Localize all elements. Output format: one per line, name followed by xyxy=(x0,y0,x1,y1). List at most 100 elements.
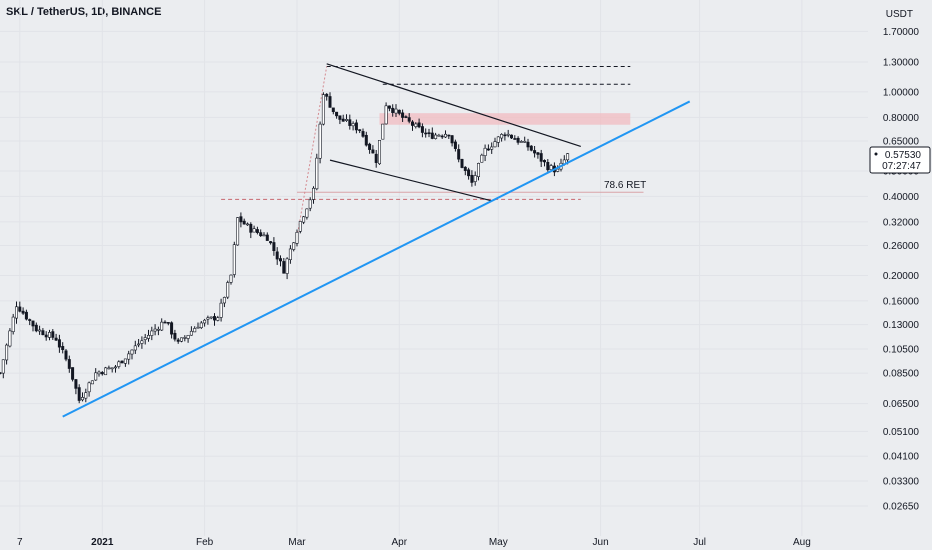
candle-body xyxy=(480,154,484,163)
candle-body xyxy=(143,337,147,340)
ascending-trendline xyxy=(62,100,691,418)
candle-body xyxy=(401,112,405,118)
candle-body xyxy=(453,141,457,149)
y-tick-label: 1.00000 xyxy=(883,87,920,98)
y-tick-label: 1.30000 xyxy=(883,58,920,69)
y-tick-label: 0.80000 xyxy=(883,113,920,124)
candle-body xyxy=(348,119,352,126)
y-tick-label: 0.03300 xyxy=(883,476,920,487)
candle-body xyxy=(5,344,9,361)
candle-body xyxy=(183,337,187,339)
y-tick-label: 0.26000 xyxy=(883,241,920,252)
candle-body xyxy=(84,392,88,399)
y-unit-label: USDT xyxy=(886,9,913,20)
candle-body xyxy=(209,316,213,319)
candle-body xyxy=(371,149,375,154)
candle-body xyxy=(381,123,385,140)
candle-body xyxy=(490,146,494,150)
candle-body xyxy=(397,109,401,114)
countdown-label: 07:27:47 xyxy=(882,161,921,172)
candle-body xyxy=(180,337,184,342)
candle-body xyxy=(338,115,342,120)
candle-body xyxy=(0,372,2,374)
candle-body xyxy=(500,134,504,139)
candle-body xyxy=(556,168,560,172)
candle-body xyxy=(476,163,480,177)
y-tick-label: 0.65000 xyxy=(883,137,920,148)
candle-body xyxy=(34,324,38,332)
candle-body xyxy=(407,117,411,122)
candle-body xyxy=(252,228,256,233)
candle-body xyxy=(216,317,220,321)
candle-body xyxy=(120,360,124,364)
candle-body xyxy=(127,353,131,360)
candle-body xyxy=(71,367,75,380)
candle-body xyxy=(176,339,180,342)
candle-body xyxy=(170,322,174,335)
x-tick-label: 7 xyxy=(17,537,23,548)
candle-body xyxy=(166,322,170,324)
candle-body xyxy=(536,152,540,155)
drawings xyxy=(221,63,644,238)
candle-body xyxy=(77,387,81,401)
candle-body xyxy=(140,340,144,344)
candle-body xyxy=(203,319,207,324)
candle-body xyxy=(467,169,471,177)
candle-body xyxy=(308,199,312,209)
candle-body xyxy=(473,175,477,182)
candle-body xyxy=(97,371,101,375)
candle-body xyxy=(311,187,315,200)
x-axis-band xyxy=(0,536,932,550)
candle-body xyxy=(295,232,299,244)
candle-body xyxy=(219,302,223,318)
candle-body xyxy=(328,96,332,108)
candle-body xyxy=(404,116,408,118)
candle-body xyxy=(259,232,263,237)
x-tick-label: May xyxy=(489,537,508,548)
candle-body xyxy=(298,221,302,232)
candle-body xyxy=(321,94,325,125)
channel-upper-line xyxy=(326,63,581,148)
candle-body xyxy=(450,135,454,144)
candle-body xyxy=(374,153,378,163)
y-tick-label: 0.08500 xyxy=(883,369,920,380)
candle-body xyxy=(506,133,510,136)
candle-body xyxy=(206,317,210,320)
candle-body xyxy=(460,158,464,168)
candle-body xyxy=(51,331,55,338)
candle-body xyxy=(199,322,203,328)
candle-body xyxy=(361,131,365,137)
candle-body xyxy=(523,140,527,143)
x-tick-label: Mar xyxy=(288,537,306,548)
candle-body xyxy=(427,132,431,134)
ret-annotation: 78.6 RET xyxy=(604,180,646,191)
candles xyxy=(0,92,570,404)
candle-body xyxy=(391,107,395,113)
y-tick-label: 0.16000 xyxy=(883,296,920,307)
candle-body xyxy=(153,328,157,332)
candle-body xyxy=(255,229,259,233)
candle-body xyxy=(288,248,292,260)
candle-body xyxy=(67,359,71,369)
candle-body xyxy=(305,208,309,218)
candle-body xyxy=(533,150,537,154)
candle-body xyxy=(213,316,217,321)
candle-body xyxy=(173,332,177,340)
candle-body xyxy=(147,335,151,339)
candle-body xyxy=(516,137,520,143)
candle-body xyxy=(114,366,118,369)
candle-body xyxy=(24,311,28,320)
candle-body xyxy=(1,359,5,374)
candle-body xyxy=(364,134,368,146)
candle-body xyxy=(417,122,421,128)
candle-body xyxy=(246,223,250,226)
candle-body xyxy=(434,134,438,139)
candle-body xyxy=(368,143,372,150)
candle-body xyxy=(496,136,500,143)
candle-body xyxy=(470,174,474,183)
y-axis: 2.700001.700001.300001.000000.800000.650… xyxy=(883,9,920,513)
candle-body xyxy=(28,319,32,321)
candle-body xyxy=(160,321,164,331)
